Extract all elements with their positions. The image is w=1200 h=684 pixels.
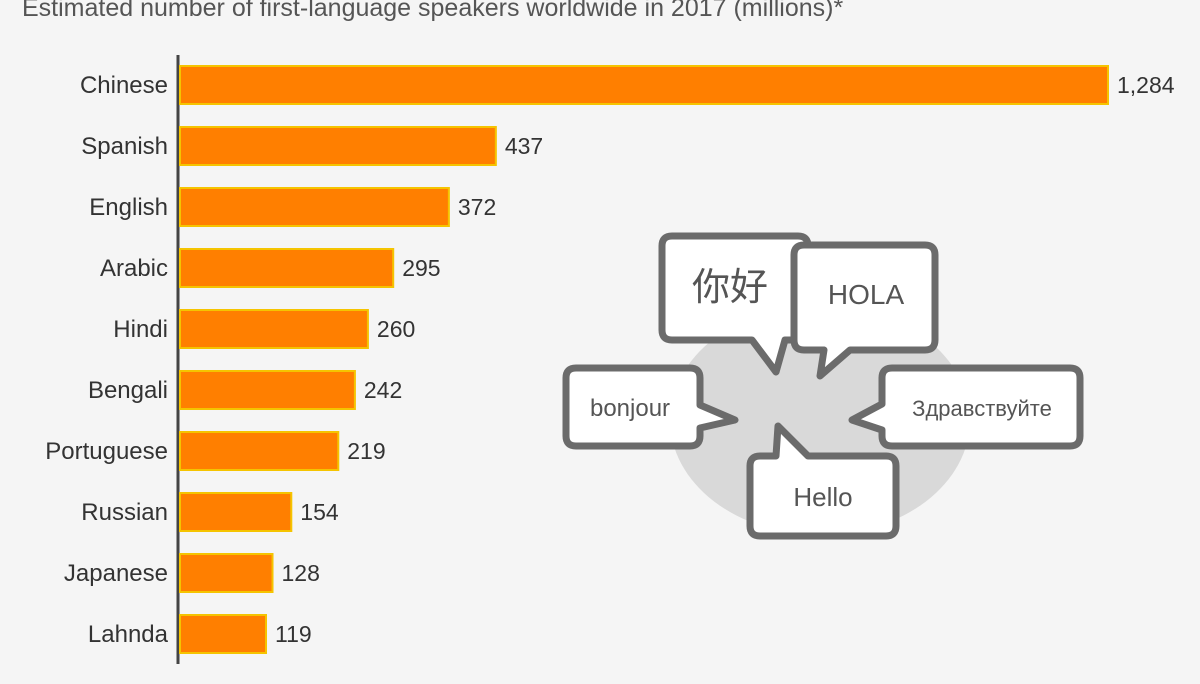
value-label-hindi: 260: [377, 316, 415, 342]
bar-english: [179, 187, 450, 227]
spanish-greeting-text: HOLA: [828, 279, 905, 310]
category-label-chinese: Chinese: [80, 72, 168, 99]
value-label-bengali: 242: [364, 377, 402, 403]
french-greeting-bubble: bonjour: [562, 364, 739, 450]
category-label-spanish: Spanish: [81, 133, 168, 160]
bars-group: Chinese 1,284 Spanish 437 English 372 Arabic 29…: [45, 65, 1175, 654]
value-label-portuguese: 219: [347, 438, 385, 464]
category-label-portuguese: Portuguese: [45, 438, 168, 465]
bar-portuguese: [179, 431, 340, 471]
russian-greeting-text: Здравствуйте: [912, 396, 1052, 421]
bar-chinese: [179, 65, 1109, 105]
category-label-hindi: Hindi: [113, 316, 168, 343]
english-greeting-text: Hello: [793, 482, 852, 512]
value-label-arabic: 295: [402, 255, 440, 281]
value-label-russian: 154: [300, 499, 339, 525]
spanish-greeting-bubble: HOLA: [790, 241, 939, 380]
category-label-japanese: Japanese: [64, 560, 168, 587]
bar-russian: [179, 492, 293, 532]
value-label-spanish: 437: [505, 133, 543, 159]
value-label-english: 372: [458, 194, 496, 220]
bar-bengali: [179, 370, 356, 410]
bar-hindi: [179, 309, 369, 349]
bar-japanese: [179, 553, 274, 593]
chart-subtitle: Estimated number of first-language speak…: [22, 0, 844, 22]
chinese-greeting-text: 你好: [692, 267, 768, 309]
value-label-japanese: 128: [282, 560, 320, 586]
french-greeting-text: bonjour: [590, 395, 670, 422]
greetings-illustration: 你好 HOLA bonjour Здравствуйте Hello: [562, 232, 1084, 540]
bar-spanish: [179, 126, 497, 166]
category-label-bengali: Bengali: [88, 377, 168, 404]
category-label-russian: Russian: [81, 499, 168, 526]
english-greeting-bubble: Hello: [746, 422, 900, 540]
bar-arabic: [179, 248, 395, 288]
bar-lahnda: [179, 614, 268, 654]
value-label-lahnda: 119: [275, 621, 312, 647]
russian-greeting-bubble: Здравствуйте: [848, 364, 1084, 450]
value-label-chinese: 1,284: [1117, 72, 1175, 98]
category-label-lahnda: Lahnda: [88, 621, 169, 648]
chinese-greeting-bubble: 你好: [658, 232, 812, 376]
category-label-english: English: [89, 194, 168, 221]
category-label-arabic: Arabic: [100, 255, 168, 282]
